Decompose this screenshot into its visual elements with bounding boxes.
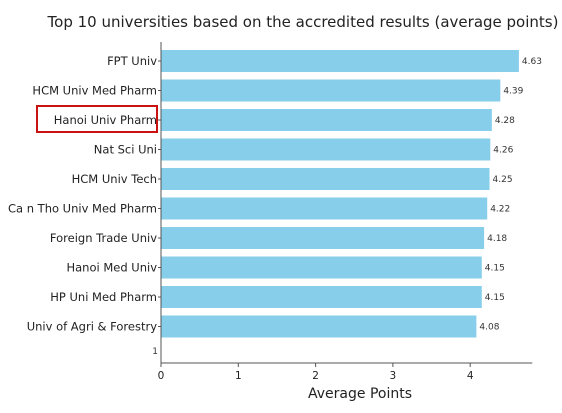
- category-label: Nat Sci Uni: [94, 143, 157, 157]
- highlight-box: [36, 105, 158, 133]
- bar: [161, 50, 519, 72]
- bar: [161, 227, 485, 249]
- bar: [161, 197, 488, 220]
- value-label: 4.28: [495, 116, 515, 126]
- value-label: 4.15: [485, 293, 505, 303]
- axes-layer: 0 1 2 3 4 1: [152, 42, 533, 382]
- bar: [161, 315, 477, 338]
- x-tick-label: 0: [158, 370, 165, 382]
- bar: [161, 256, 482, 279]
- x-tick-label: 1: [235, 370, 242, 382]
- category-label: HCM Univ Med Pharm: [32, 84, 157, 98]
- bar: [161, 168, 490, 190]
- category-label: Ca n Tho Univ Med Pharm: [8, 202, 157, 216]
- category-label: HP Uni Med Pharm: [50, 290, 157, 304]
- category-label: Hanoi Univ Pharm: [54, 113, 157, 127]
- x-tick-label: 2: [312, 370, 319, 382]
- value-label: 4.08: [479, 323, 499, 333]
- x-axis-label: Average Points: [308, 386, 412, 402]
- value-label: 4.63: [522, 57, 542, 67]
- bar: [161, 79, 501, 102]
- value-label: 4.25: [493, 175, 513, 185]
- bar: [161, 138, 491, 161]
- category-label: Univ of Agri & Forestry: [27, 320, 157, 334]
- category-label: FPT Univ: [107, 54, 157, 68]
- value-label: 4.39: [503, 87, 523, 97]
- stray-label: 1: [152, 347, 158, 357]
- chart-title: Top 10 universities based on the accredi…: [47, 13, 559, 31]
- bars-layer: 4.63 FPT Univ 4.39 HCM Univ Med Pharm 4.28 Ha…: [8, 50, 542, 338]
- value-label: 4.15: [485, 264, 505, 274]
- bar: [161, 109, 492, 131]
- value-label: 4.22: [490, 205, 510, 215]
- category-label: Hanoi Med Univ: [66, 261, 157, 275]
- x-tick-label: 3: [390, 370, 397, 382]
- x-tick-label: 4: [467, 370, 474, 382]
- category-label: Foreign Trade Univ: [50, 231, 157, 245]
- bar: [161, 286, 482, 308]
- value-label: 4.26: [493, 146, 513, 156]
- category-label: HCM Univ Tech: [72, 172, 157, 186]
- value-label: 4.18: [487, 234, 507, 244]
